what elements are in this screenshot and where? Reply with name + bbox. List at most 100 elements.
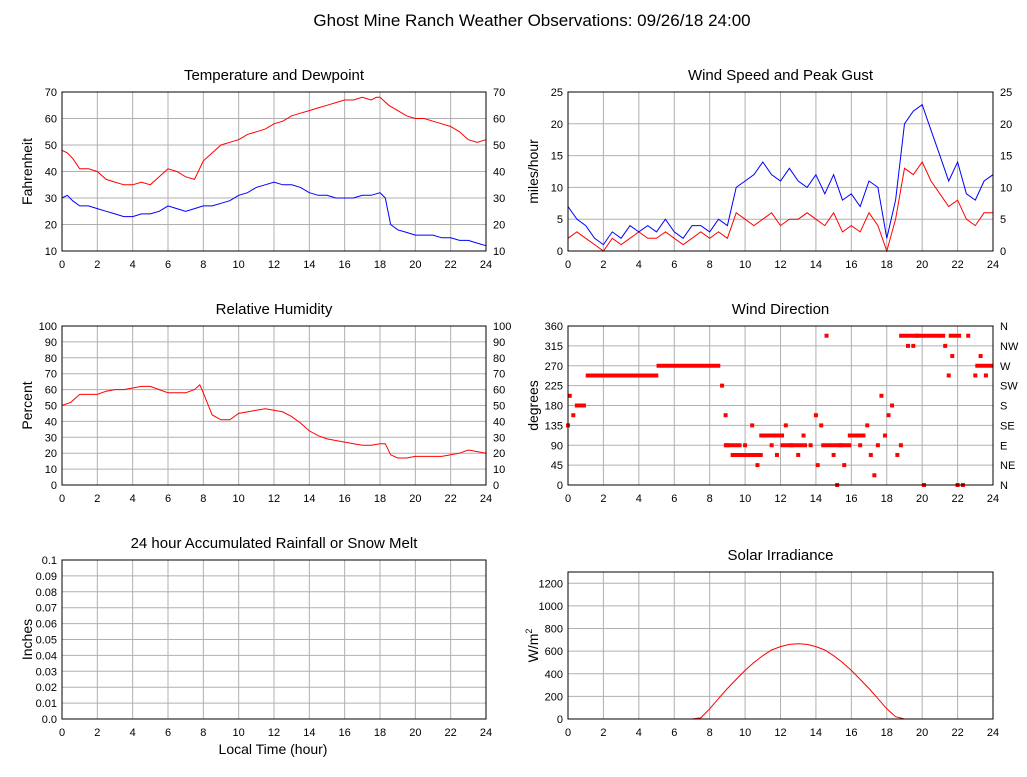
rh-series-0-line xyxy=(61,383,487,459)
temp-x-tick: 0 xyxy=(59,259,65,271)
rh-right-tick: 30 xyxy=(493,432,505,444)
rh-x-tick: 12 xyxy=(268,493,280,505)
rain-x-tick: 0 xyxy=(59,727,65,739)
rain-y-tick: 0.07 xyxy=(36,603,57,615)
solar-title: Solar Irradiance xyxy=(728,547,834,564)
rain-x-tick: 20 xyxy=(409,727,421,739)
temp-series-0-line xyxy=(61,96,487,186)
dir-point xyxy=(571,413,576,418)
rh-x-tick: 22 xyxy=(445,493,457,505)
temp-x-tick: 18 xyxy=(374,259,386,271)
wind-plot-frame xyxy=(567,91,994,252)
rh-x-tick: 20 xyxy=(409,493,421,505)
rain-y-tick: 0.06 xyxy=(36,619,57,631)
wind-x-tick: 4 xyxy=(636,259,642,271)
solar-y-tick: 1200 xyxy=(539,578,563,590)
dir-y-tick: 225 xyxy=(545,381,563,393)
dir-point xyxy=(842,463,847,468)
dir-point xyxy=(574,403,579,408)
rain-y-tick: 0.01 xyxy=(36,698,57,710)
dir-point xyxy=(906,343,910,348)
dir-point xyxy=(578,403,583,408)
rain-x-tick: 24 xyxy=(480,727,492,739)
temp-series-1-line xyxy=(61,181,487,247)
dir-x-tick: 4 xyxy=(636,493,642,505)
rh-x-tick: 8 xyxy=(200,493,206,505)
rain-x-tick: 22 xyxy=(445,727,457,739)
rh-y-tick: 50 xyxy=(45,401,57,413)
dir-point xyxy=(725,443,730,448)
solar-x-tick: 10 xyxy=(739,727,751,739)
solar-x-tick: 20 xyxy=(916,727,928,739)
solar-x-tick: 14 xyxy=(810,727,822,739)
rh-right-tick: 20 xyxy=(493,448,505,460)
dir-y-tick: 270 xyxy=(545,361,563,373)
dir-point xyxy=(875,443,880,448)
rh-plot-frame xyxy=(61,325,487,486)
dir-y-tick: 360 xyxy=(545,321,563,333)
dir-x-tick: 0 xyxy=(565,493,571,505)
rain-y-tick: 0.09 xyxy=(36,571,57,583)
rh-y-label-text: Percent xyxy=(19,381,35,429)
wind-x-tick: 6 xyxy=(671,259,677,271)
rain-y-tick: 0.0 xyxy=(42,714,57,726)
wind-right-tick: 20 xyxy=(1000,119,1012,131)
temp-y-tick: 60 xyxy=(45,114,57,126)
rh-y-tick: 40 xyxy=(45,416,57,428)
dir-x-tick: 8 xyxy=(707,493,713,505)
rain-y-tick: 0.04 xyxy=(36,650,57,662)
rh-right-tick: 80 xyxy=(493,353,505,365)
wind-y-label-text: miles/hour xyxy=(525,139,541,204)
wind-y-tick: 20 xyxy=(551,119,563,131)
rain-plot-frame xyxy=(61,559,487,720)
temp-x-tick: 6 xyxy=(165,259,171,271)
page-title: Ghost Mine Ranch Weather Observations: 0… xyxy=(313,11,750,30)
rain-y-label: Inches xyxy=(19,619,35,660)
solar-y-tick: 600 xyxy=(545,646,563,658)
solar-y-tick: 1000 xyxy=(539,601,563,613)
solar-x-tick: 4 xyxy=(636,727,642,739)
dir-x-tick: 22 xyxy=(951,493,963,505)
rh-right-tick: 70 xyxy=(493,369,505,381)
rh-x-tick: 2 xyxy=(94,493,100,505)
temp-x-tick: 4 xyxy=(130,259,136,271)
temp-x-tick: 16 xyxy=(339,259,351,271)
dir-y-tick: 135 xyxy=(545,420,563,432)
dir-point xyxy=(567,393,572,398)
wind-x-tick: 16 xyxy=(845,259,857,271)
dir-right-tick: S xyxy=(1000,401,1007,413)
temp-x-tick: 22 xyxy=(445,259,457,271)
rh-title: Relative Humidity xyxy=(216,301,333,318)
wind-x-tick: 2 xyxy=(600,259,606,271)
dir-point xyxy=(824,333,829,338)
rh-right-tick: 50 xyxy=(493,401,505,413)
rain-x-tick: 2 xyxy=(94,727,100,739)
dir-point xyxy=(819,423,824,428)
dir-x-tick: 16 xyxy=(845,493,857,505)
solar-y-label: W/m2 xyxy=(524,629,541,663)
temp-y-tick: 10 xyxy=(45,246,57,258)
rh-y-tick: 90 xyxy=(45,337,57,349)
dir-point xyxy=(978,354,983,359)
dir-title: Wind Direction xyxy=(732,301,830,318)
dir-point xyxy=(801,433,806,438)
dir-point xyxy=(783,423,788,428)
dir-point xyxy=(831,452,836,457)
dir-y-tick: 45 xyxy=(551,460,563,472)
rain-title: 24 hour Accumulated Rainfall or Snow Mel… xyxy=(131,535,419,552)
rh-x-tick: 24 xyxy=(480,493,492,505)
wind-right-tick: 10 xyxy=(1000,182,1012,194)
solar-y-label-sup: 2 xyxy=(524,629,534,634)
temp-y-tick: 30 xyxy=(45,193,57,205)
rh-x-tick: 4 xyxy=(130,493,136,505)
solar-y-label-text: W/m xyxy=(525,634,541,663)
dir-point xyxy=(911,343,916,348)
dir-point xyxy=(882,433,887,438)
wind-title: Wind Speed and Peak Gust xyxy=(688,67,874,84)
solar-x-tick: 6 xyxy=(671,727,677,739)
solar-plot-frame xyxy=(567,571,994,720)
temp-x-tick: 20 xyxy=(409,259,421,271)
dir-right-tick: SW xyxy=(1000,381,1018,393)
